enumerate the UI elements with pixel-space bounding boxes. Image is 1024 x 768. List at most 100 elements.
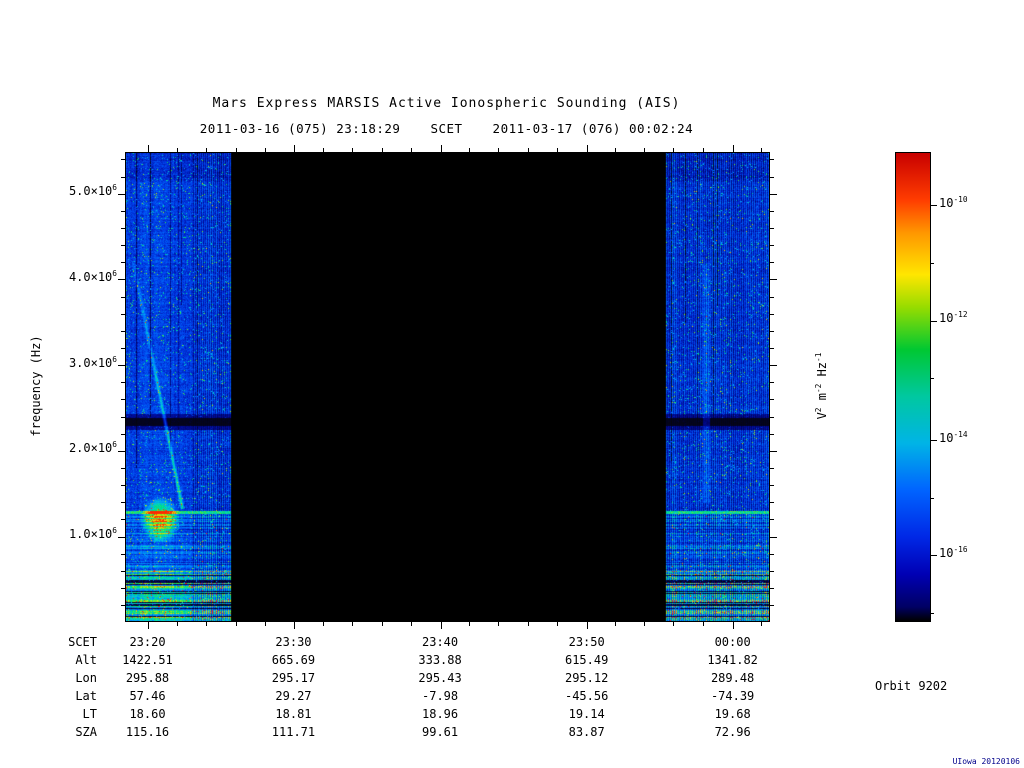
colorbar-tick-label: 10-14 bbox=[939, 429, 968, 445]
y-axis-tick bbox=[770, 262, 774, 264]
y-axis-tick bbox=[770, 553, 774, 555]
x-axis-tick bbox=[440, 622, 442, 629]
y-axis-tick bbox=[121, 159, 125, 161]
y-axis-tick bbox=[121, 485, 125, 487]
plot-subtitle: 2011-03-16 (075) 23:18:29 SCET 2011-03-1… bbox=[125, 121, 768, 136]
cell-scet-1: 23:30 bbox=[275, 635, 312, 649]
x-axis-tick bbox=[587, 622, 589, 629]
y-axis-tick bbox=[121, 416, 125, 418]
scet-label: SCET bbox=[430, 121, 463, 136]
y-axis-tick bbox=[121, 605, 125, 607]
y-tick-label: 4.0×106 bbox=[68, 268, 117, 284]
x-axis-tick bbox=[352, 148, 354, 152]
x-axis-tick bbox=[235, 622, 237, 626]
start-time: 2011-03-16 (075) 23:18:29 bbox=[199, 121, 401, 136]
y-axis-tick bbox=[770, 313, 774, 315]
x-axis-tick bbox=[527, 148, 529, 152]
x-axis-tick bbox=[673, 148, 675, 152]
cell-sza-4: 72.96 bbox=[714, 725, 751, 739]
colorbar-tick-label: 10-12 bbox=[939, 310, 968, 325]
y-axis-tick bbox=[770, 570, 774, 572]
y-tick-label: 3.0×106 bbox=[68, 354, 117, 370]
x-axis-tick bbox=[206, 148, 208, 152]
x-axis-tick bbox=[293, 145, 295, 152]
colorbar-minor-tick bbox=[931, 497, 934, 499]
x-axis-tick bbox=[177, 148, 179, 152]
cell-lat-1: 29.27 bbox=[275, 689, 312, 703]
colorbar-minor-tick bbox=[931, 378, 934, 380]
y-axis-tick bbox=[121, 296, 125, 298]
y-axis-tick bbox=[770, 347, 774, 349]
y-tick-label: 5.0×106 bbox=[68, 183, 117, 199]
y-axis-tick bbox=[118, 450, 125, 452]
cell-lat-4: -74.39 bbox=[710, 689, 755, 703]
cell-lt-4: 19.68 bbox=[714, 707, 751, 721]
x-axis-tick bbox=[556, 622, 558, 626]
x-axis-tick bbox=[323, 622, 325, 626]
row-label-lon: Lon bbox=[75, 671, 97, 685]
y-axis-tick bbox=[121, 313, 125, 315]
x-axis-tick bbox=[615, 622, 617, 626]
x-axis-tick bbox=[673, 622, 675, 626]
colorbar-tick bbox=[931, 555, 937, 557]
cell-alt-0: 1422.51 bbox=[122, 653, 173, 667]
x-axis-tick bbox=[148, 145, 149, 152]
row-label-scet: SCET bbox=[68, 635, 97, 649]
y-axis-tick bbox=[121, 570, 125, 572]
cell-lat-2: -7.98 bbox=[422, 689, 459, 703]
y-axis-tick bbox=[770, 365, 777, 367]
y-axis-tick bbox=[770, 210, 774, 212]
cell-alt-3: 615.49 bbox=[564, 653, 609, 667]
cell-alt-4: 1341.82 bbox=[707, 653, 758, 667]
y-axis-tick bbox=[770, 536, 777, 538]
y-axis-tick bbox=[770, 399, 774, 401]
cell-sza-2: 99.61 bbox=[422, 725, 459, 739]
y-axis-tick bbox=[770, 382, 774, 384]
row-label-sza: SZA bbox=[75, 725, 97, 739]
y-axis-tick bbox=[121, 587, 125, 589]
x-axis-tick bbox=[440, 145, 442, 152]
y-axis-tick bbox=[121, 330, 125, 332]
y-axis-tick bbox=[770, 296, 774, 298]
x-axis-tick bbox=[615, 148, 617, 152]
y-axis-tick bbox=[118, 193, 125, 195]
y-axis-tick bbox=[770, 330, 774, 332]
colorbar-tick bbox=[931, 205, 937, 207]
y-axis-tick bbox=[770, 502, 774, 504]
x-axis-tick bbox=[702, 148, 704, 152]
y-axis-tick bbox=[770, 450, 777, 452]
y-axis-tick bbox=[121, 433, 125, 435]
colorbar-minor-tick bbox=[931, 262, 934, 264]
y-axis-tick bbox=[770, 176, 774, 178]
y-axis-tick bbox=[121, 399, 125, 401]
orbit-label: Orbit 9202 bbox=[875, 679, 948, 693]
y-axis-tick bbox=[121, 382, 125, 384]
y-axis-tick bbox=[770, 433, 774, 435]
cell-alt-1: 665.69 bbox=[271, 653, 316, 667]
row-label-alt: Alt bbox=[75, 653, 97, 667]
row-label-lt: LT bbox=[82, 707, 97, 721]
y-axis-tick bbox=[770, 605, 774, 607]
y-axis-tick bbox=[121, 245, 125, 247]
cell-lat-0: 57.46 bbox=[129, 689, 166, 703]
cell-lat-3: -45.56 bbox=[564, 689, 609, 703]
x-axis-tick bbox=[733, 622, 735, 629]
cell-scet-4: 00:00 bbox=[714, 635, 751, 649]
colorbar bbox=[895, 152, 937, 622]
y-axis-tick bbox=[121, 176, 125, 178]
cell-scet-3: 23:50 bbox=[568, 635, 605, 649]
y-axis-tick bbox=[770, 245, 774, 247]
x-axis-tick bbox=[556, 148, 558, 152]
cell-lt-1: 18.81 bbox=[275, 707, 312, 721]
watermark: UIowa 20120106 bbox=[952, 757, 1020, 766]
x-axis-tick bbox=[381, 148, 383, 152]
cell-lon-2: 295.43 bbox=[418, 671, 462, 685]
x-axis-tick bbox=[527, 622, 529, 626]
x-axis-tick bbox=[587, 145, 589, 152]
x-axis-tick bbox=[498, 148, 500, 152]
y-axis-tick bbox=[770, 519, 774, 521]
y-tick-label: 1.0×106 bbox=[68, 526, 117, 541]
x-axis-tick bbox=[410, 622, 412, 626]
colorbar-tick bbox=[931, 320, 937, 322]
